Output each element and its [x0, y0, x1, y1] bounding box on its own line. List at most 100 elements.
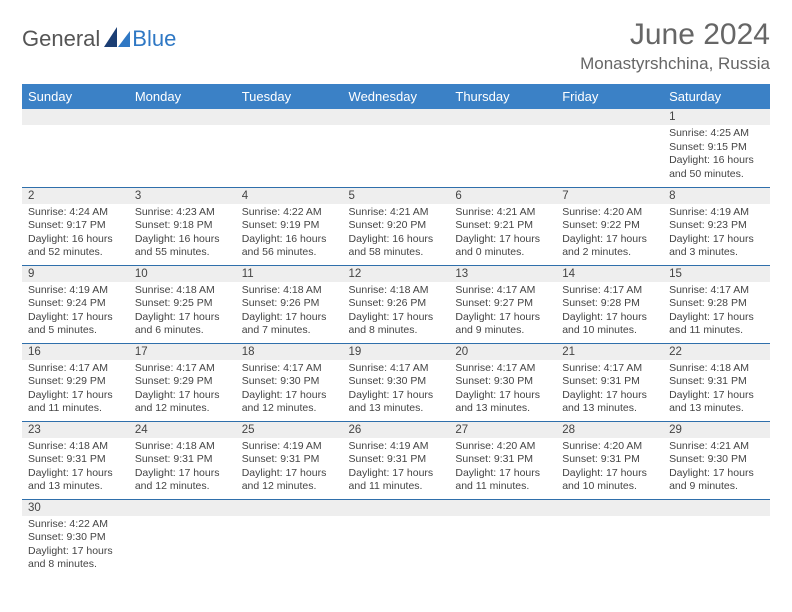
calendar-day-cell: 23Sunrise: 4:18 AMSunset: 9:31 PMDayligh… [22, 421, 129, 499]
calendar-day-cell: 16Sunrise: 4:17 AMSunset: 9:29 PMDayligh… [22, 343, 129, 421]
sunrise-line: Sunrise: 4:18 AM [242, 284, 337, 298]
day-details: Sunrise: 4:17 AMSunset: 9:29 PMDaylight:… [129, 360, 236, 421]
daylight-line: Daylight: 17 hours and 13 minutes. [349, 389, 444, 416]
calendar-day-cell [343, 109, 450, 187]
sunrise-line: Sunrise: 4:18 AM [28, 440, 123, 454]
day-number: 5 [343, 188, 450, 204]
sunset-line: Sunset: 9:30 PM [242, 375, 337, 389]
day-number [449, 500, 556, 516]
day-details: Sunrise: 4:18 AMSunset: 9:26 PMDaylight:… [343, 282, 450, 343]
sunset-line: Sunset: 9:30 PM [455, 375, 550, 389]
day-details: Sunrise: 4:18 AMSunset: 9:26 PMDaylight:… [236, 282, 343, 343]
sunset-line: Sunset: 9:20 PM [349, 219, 444, 233]
calendar-day-cell: 14Sunrise: 4:17 AMSunset: 9:28 PMDayligh… [556, 265, 663, 343]
calendar-day-cell: 2Sunrise: 4:24 AMSunset: 9:17 PMDaylight… [22, 187, 129, 265]
sunrise-line: Sunrise: 4:19 AM [669, 206, 764, 220]
sunset-line: Sunset: 9:31 PM [28, 453, 123, 467]
day-details: Sunrise: 4:18 AMSunset: 9:31 PMDaylight:… [129, 438, 236, 499]
day-number: 25 [236, 422, 343, 438]
calendar-day-cell: 3Sunrise: 4:23 AMSunset: 9:18 PMDaylight… [129, 187, 236, 265]
weekday-header: Tuesday [236, 84, 343, 109]
day-number [236, 109, 343, 125]
day-details: Sunrise: 4:21 AMSunset: 9:20 PMDaylight:… [343, 204, 450, 265]
daylight-line: Daylight: 16 hours and 56 minutes. [242, 233, 337, 260]
daylight-line: Daylight: 17 hours and 2 minutes. [562, 233, 657, 260]
day-details: Sunrise: 4:17 AMSunset: 9:31 PMDaylight:… [556, 360, 663, 421]
sunset-line: Sunset: 9:21 PM [455, 219, 550, 233]
page-title: June 2024 [580, 18, 770, 52]
calendar-day-cell: 29Sunrise: 4:21 AMSunset: 9:30 PMDayligh… [663, 421, 770, 499]
day-number: 1 [663, 109, 770, 125]
day-details: Sunrise: 4:25 AMSunset: 9:15 PMDaylight:… [663, 125, 770, 186]
day-number [129, 500, 236, 516]
sunset-line: Sunset: 9:25 PM [135, 297, 230, 311]
sunset-line: Sunset: 9:31 PM [242, 453, 337, 467]
day-number: 4 [236, 188, 343, 204]
daylight-line: Daylight: 17 hours and 8 minutes. [28, 545, 123, 572]
calendar-day-cell [556, 109, 663, 187]
calendar-day-cell: 10Sunrise: 4:18 AMSunset: 9:25 PMDayligh… [129, 265, 236, 343]
day-number: 14 [556, 266, 663, 282]
sunset-line: Sunset: 9:17 PM [28, 219, 123, 233]
brand-part2: Blue [132, 26, 176, 52]
day-number [236, 500, 343, 516]
daylight-line: Daylight: 17 hours and 6 minutes. [135, 311, 230, 338]
calendar-day-cell: 13Sunrise: 4:17 AMSunset: 9:27 PMDayligh… [449, 265, 556, 343]
day-details: Sunrise: 4:17 AMSunset: 9:29 PMDaylight:… [22, 360, 129, 421]
day-details: Sunrise: 4:20 AMSunset: 9:22 PMDaylight:… [556, 204, 663, 265]
calendar-day-cell: 5Sunrise: 4:21 AMSunset: 9:20 PMDaylight… [343, 187, 450, 265]
daylight-line: Daylight: 17 hours and 8 minutes. [349, 311, 444, 338]
sunset-line: Sunset: 9:30 PM [349, 375, 444, 389]
weekday-header: Monday [129, 84, 236, 109]
sunset-line: Sunset: 9:19 PM [242, 219, 337, 233]
day-details: Sunrise: 4:19 AMSunset: 9:24 PMDaylight:… [22, 282, 129, 343]
daylight-line: Daylight: 17 hours and 13 minutes. [28, 467, 123, 494]
day-number: 7 [556, 188, 663, 204]
calendar-week-row: 30Sunrise: 4:22 AMSunset: 9:30 PMDayligh… [22, 499, 770, 577]
day-details: Sunrise: 4:21 AMSunset: 9:21 PMDaylight:… [449, 204, 556, 265]
calendar-day-cell [236, 109, 343, 187]
calendar-day-cell: 24Sunrise: 4:18 AMSunset: 9:31 PMDayligh… [129, 421, 236, 499]
day-number: 11 [236, 266, 343, 282]
day-number: 8 [663, 188, 770, 204]
day-number [129, 109, 236, 125]
day-details: Sunrise: 4:19 AMSunset: 9:31 PMDaylight:… [343, 438, 450, 499]
day-number: 16 [22, 344, 129, 360]
daylight-line: Daylight: 17 hours and 12 minutes. [135, 467, 230, 494]
daylight-line: Daylight: 17 hours and 9 minutes. [455, 311, 550, 338]
sunrise-line: Sunrise: 4:18 AM [135, 284, 230, 298]
sunrise-line: Sunrise: 4:20 AM [562, 440, 657, 454]
day-number: 15 [663, 266, 770, 282]
day-details: Sunrise: 4:20 AMSunset: 9:31 PMDaylight:… [449, 438, 556, 499]
sunset-line: Sunset: 9:31 PM [562, 453, 657, 467]
weekday-header: Friday [556, 84, 663, 109]
day-number: 12 [343, 266, 450, 282]
sunset-line: Sunset: 9:28 PM [669, 297, 764, 311]
calendar-day-cell [343, 499, 450, 577]
sunrise-line: Sunrise: 4:21 AM [455, 206, 550, 220]
daylight-line: Daylight: 17 hours and 13 minutes. [562, 389, 657, 416]
sunset-line: Sunset: 9:28 PM [562, 297, 657, 311]
sunrise-line: Sunrise: 4:18 AM [669, 362, 764, 376]
sunset-line: Sunset: 9:31 PM [349, 453, 444, 467]
header: General Blue June 2024 Monastyrshchina, … [22, 18, 770, 74]
day-number: 21 [556, 344, 663, 360]
sunset-line: Sunset: 9:29 PM [135, 375, 230, 389]
sunset-line: Sunset: 9:15 PM [669, 141, 764, 155]
sunrise-line: Sunrise: 4:17 AM [28, 362, 123, 376]
calendar-day-cell [449, 109, 556, 187]
calendar-week-row: 2Sunrise: 4:24 AMSunset: 9:17 PMDaylight… [22, 187, 770, 265]
sunrise-line: Sunrise: 4:17 AM [669, 284, 764, 298]
title-block: June 2024 Monastyrshchina, Russia [580, 18, 770, 74]
day-details: Sunrise: 4:18 AMSunset: 9:31 PMDaylight:… [22, 438, 129, 499]
day-details: Sunrise: 4:20 AMSunset: 9:31 PMDaylight:… [556, 438, 663, 499]
day-number: 27 [449, 422, 556, 438]
day-details: Sunrise: 4:17 AMSunset: 9:28 PMDaylight:… [556, 282, 663, 343]
weekday-header: Saturday [663, 84, 770, 109]
calendar-week-row: 1Sunrise: 4:25 AMSunset: 9:15 PMDaylight… [22, 109, 770, 187]
day-number: 2 [22, 188, 129, 204]
sunset-line: Sunset: 9:23 PM [669, 219, 764, 233]
day-number [449, 109, 556, 125]
sunset-line: Sunset: 9:29 PM [28, 375, 123, 389]
sunset-line: Sunset: 9:31 PM [135, 453, 230, 467]
